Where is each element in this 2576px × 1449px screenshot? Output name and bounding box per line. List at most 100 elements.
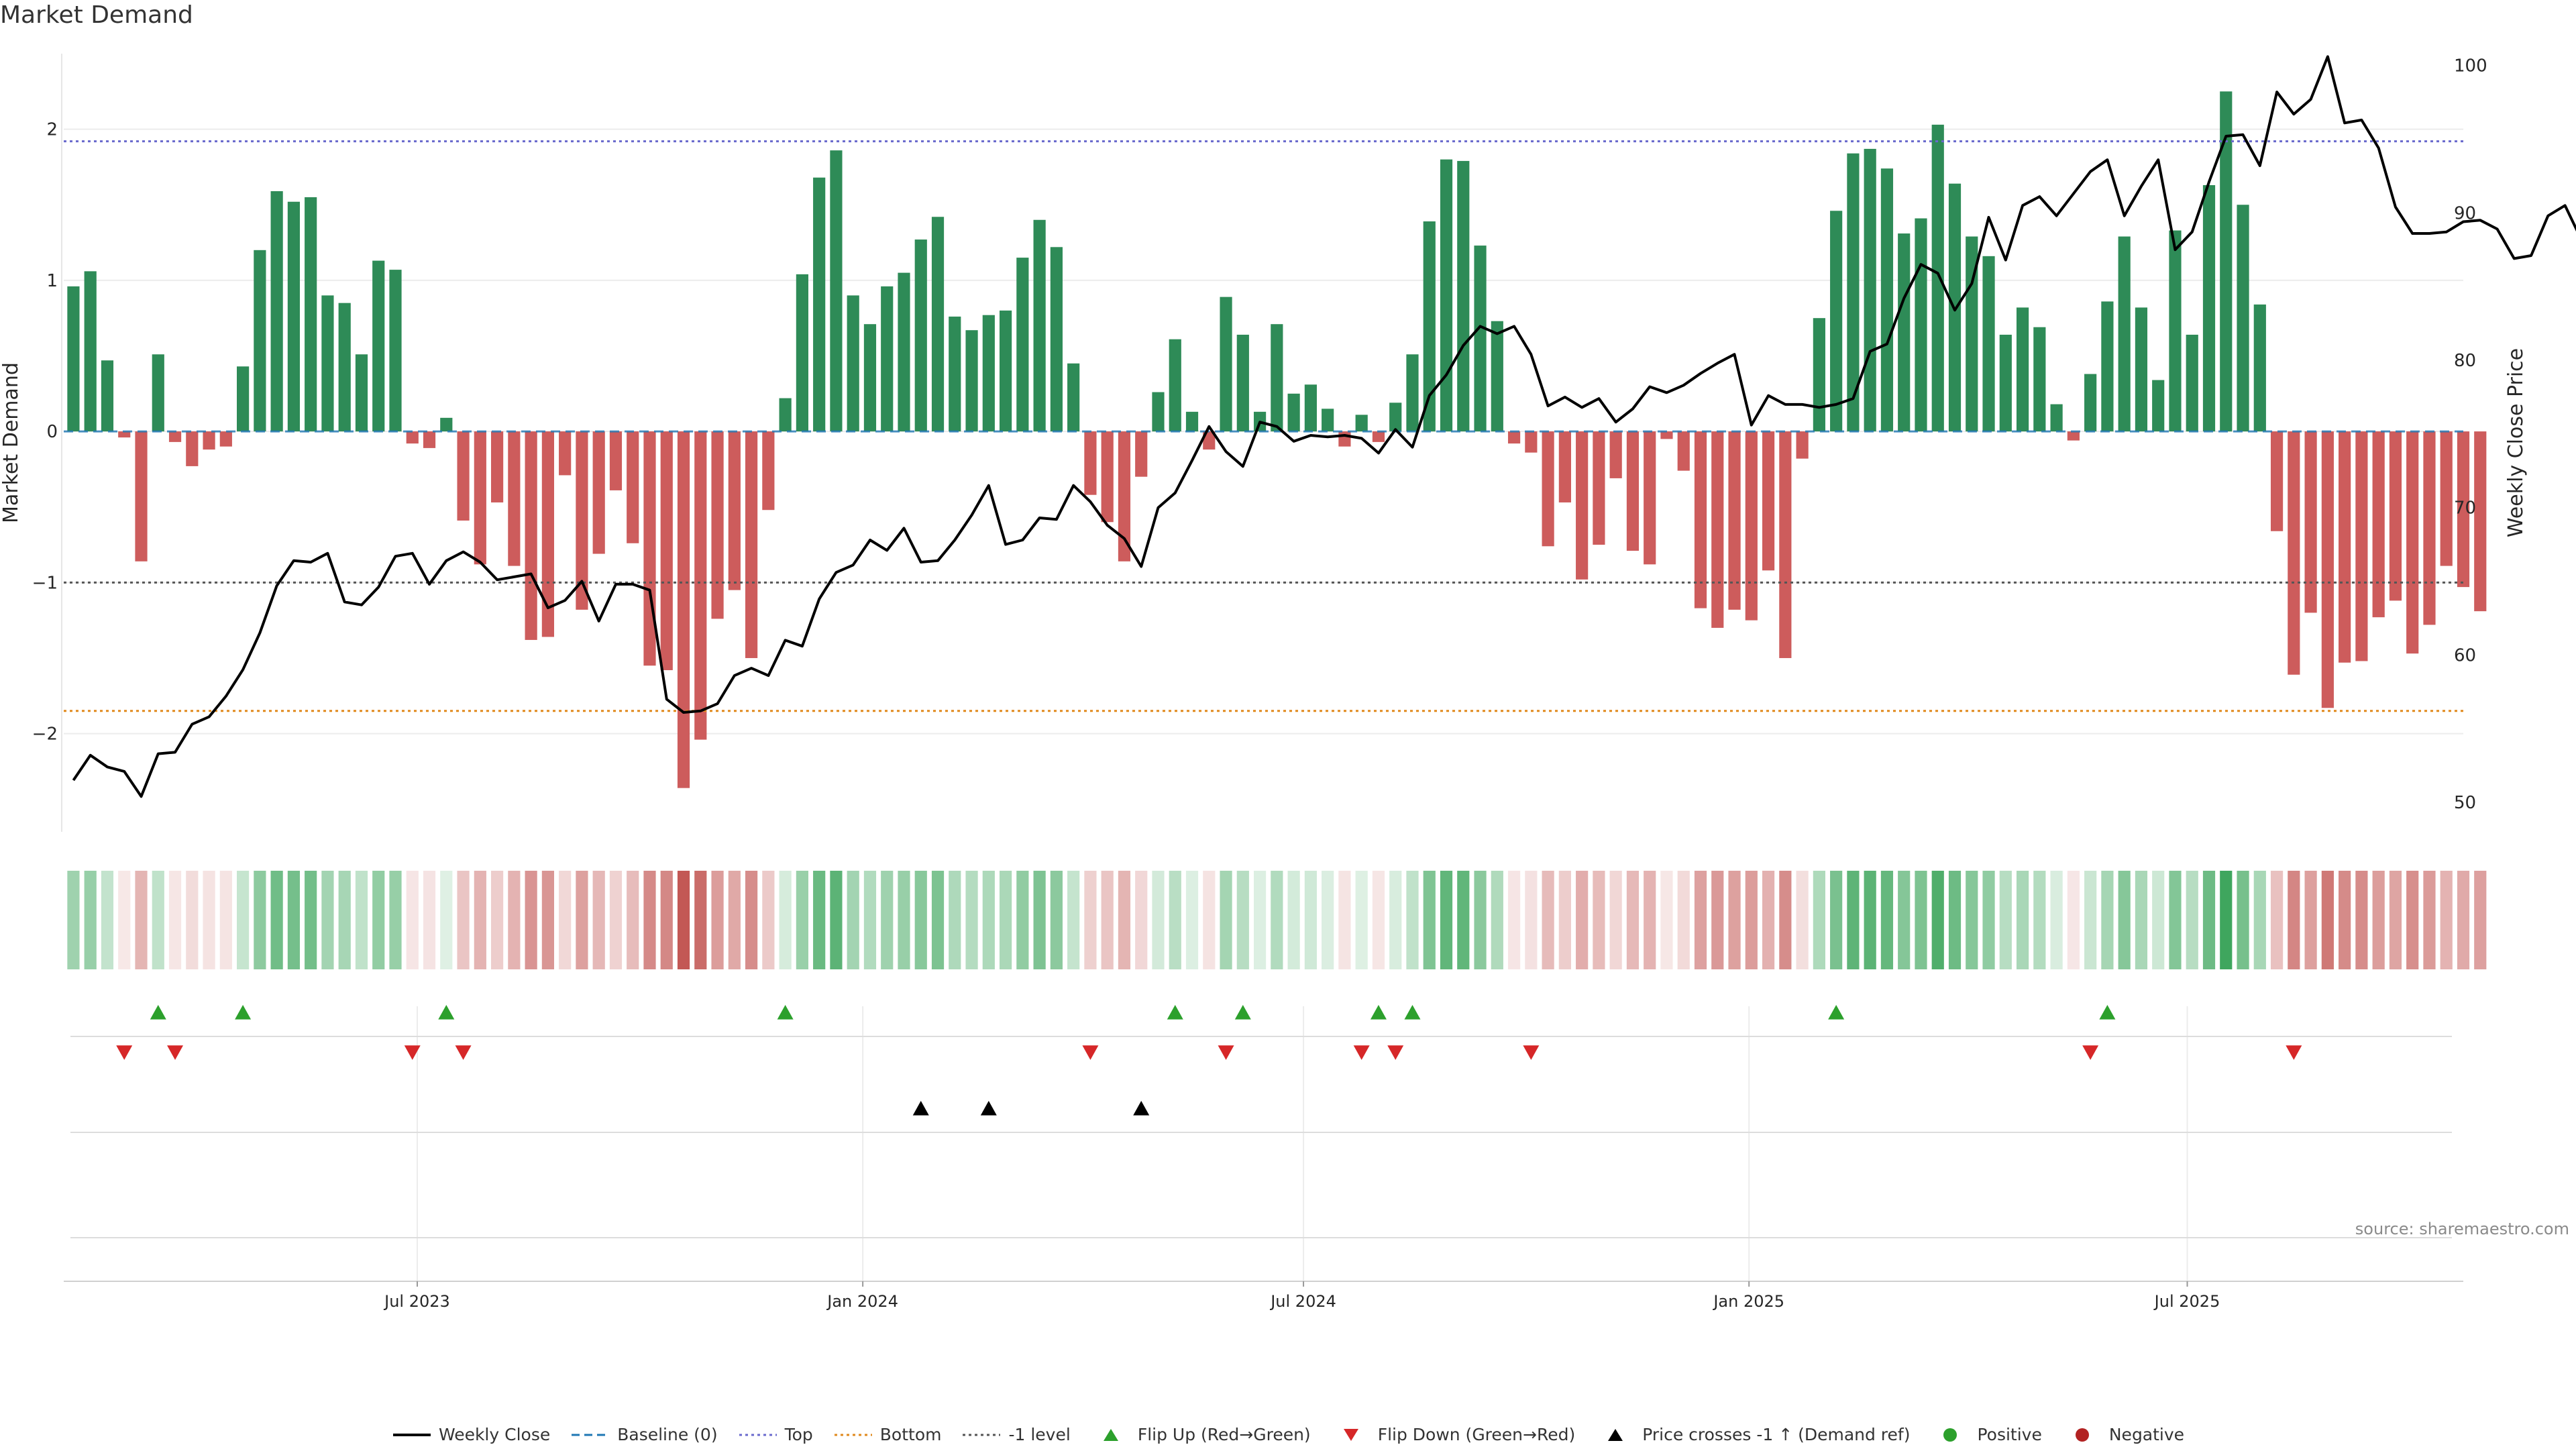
demand-bar xyxy=(2304,431,2317,613)
demand-bar xyxy=(287,201,300,432)
heat-cell xyxy=(525,871,537,969)
y-tick-label: 2 xyxy=(46,120,58,140)
heat-cell xyxy=(881,871,894,969)
price-cross-marker xyxy=(912,1101,929,1116)
heat-cell xyxy=(2474,871,2487,969)
heat-cell xyxy=(1338,871,1351,969)
heat-cell xyxy=(1016,871,1029,969)
flip-down-marker xyxy=(1082,1045,1099,1060)
heat-cell xyxy=(1931,871,1944,969)
demand-bar xyxy=(1203,431,1216,450)
heat-cell xyxy=(1677,871,1690,969)
demand-bar xyxy=(1389,402,1402,432)
heat-cell xyxy=(101,871,114,969)
legend-label: Baseline (0) xyxy=(617,1425,718,1444)
heat-cell xyxy=(237,871,250,969)
heat-cell xyxy=(1169,871,1181,969)
demand-bar xyxy=(118,431,131,438)
x-tick-label: Jul 2025 xyxy=(2153,1292,2220,1311)
demand-bar xyxy=(372,260,385,432)
heat-cell xyxy=(1644,871,1656,969)
demand-bar xyxy=(1728,431,1741,610)
demand-bar xyxy=(1338,431,1351,447)
flip-down-marker xyxy=(2082,1045,2099,1060)
demand-bar xyxy=(1016,258,1029,432)
heat-cell xyxy=(643,871,656,969)
x-tick-label: Jan 2025 xyxy=(1712,1292,1784,1311)
demand-bar xyxy=(321,295,334,432)
demand-bar xyxy=(67,286,80,432)
heat-cell xyxy=(863,871,877,969)
heat-cell xyxy=(728,871,741,969)
demand-bar xyxy=(1457,160,1470,432)
demand-bar xyxy=(1135,431,1148,477)
heat-cell xyxy=(2457,871,2470,969)
demand-bar xyxy=(1880,168,1894,432)
demand-bar xyxy=(1762,431,1775,571)
demand-bar xyxy=(677,431,690,788)
demand-bar xyxy=(2389,431,2402,601)
heat-cell xyxy=(1406,871,1419,969)
demand-bar xyxy=(1507,431,1521,444)
heat-cell xyxy=(541,871,554,969)
page-title: Market Demand xyxy=(0,1,193,29)
demand-bar xyxy=(1322,409,1334,432)
legend-symbol-top xyxy=(738,1426,778,1444)
heat-cell xyxy=(1423,871,1436,969)
demand-bar xyxy=(1525,431,1538,453)
demand-bar xyxy=(2067,431,2080,441)
heat-cell xyxy=(609,871,623,969)
demand-bar xyxy=(1236,334,1249,432)
demand-bar xyxy=(2084,374,2097,432)
y2-tick-label: 100 xyxy=(2454,56,2487,76)
x-tick-label: Jul 2023 xyxy=(383,1292,450,1311)
heat-cell xyxy=(389,871,402,969)
x-tick-label: Jan 2024 xyxy=(826,1292,898,1311)
demand-bar xyxy=(1287,393,1300,432)
demand-bar xyxy=(1711,431,1724,628)
demand-bar xyxy=(457,431,470,521)
demand-bar xyxy=(2186,334,2198,432)
demand-bar xyxy=(2202,184,2216,432)
demand-bar xyxy=(643,431,656,666)
demand-bar xyxy=(1440,159,1453,432)
demand-bar xyxy=(2050,404,2063,432)
x-tick-label: Jul 2024 xyxy=(1269,1292,1336,1311)
heat-cell xyxy=(67,871,80,969)
heat-cell xyxy=(2135,871,2148,969)
heat-cell xyxy=(677,871,690,969)
heat-cell xyxy=(1593,871,1605,969)
demand-bar xyxy=(1118,431,1131,561)
demand-bar xyxy=(338,303,351,432)
heat-cell xyxy=(2050,871,2063,969)
heat-cell xyxy=(423,871,436,969)
heat-cell xyxy=(2321,871,2334,969)
heat-cell xyxy=(576,871,588,969)
demand-bar xyxy=(1220,297,1232,432)
flip-down-marker xyxy=(2286,1045,2302,1060)
flip-up-marker xyxy=(1404,1005,1421,1020)
axes: −2 −1 0 1 2 50 60 70 80 90 100 Jul 2023 Jan 2024 Jul … xyxy=(0,54,2528,1311)
demand-bar xyxy=(2237,205,2249,432)
heat-cell xyxy=(1084,871,1097,969)
heat-cell xyxy=(457,871,470,969)
demand-bar xyxy=(1593,431,1605,545)
demand-bar xyxy=(1745,431,1758,621)
heat-cell xyxy=(1830,871,1843,969)
heat-cell xyxy=(2101,871,2114,969)
demand-bar xyxy=(186,431,199,466)
flip-up-marker xyxy=(438,1005,455,1020)
heat-cell xyxy=(2016,871,2029,969)
heat-cell xyxy=(762,871,775,969)
heat-cell xyxy=(1728,871,1741,969)
demand-bar xyxy=(576,431,588,610)
demand-bar xyxy=(1847,153,1860,432)
heat-cell xyxy=(152,871,164,969)
legend-item-positive_dot: Positive xyxy=(1930,1425,2042,1444)
demand-bar xyxy=(1067,363,1080,432)
heat-cell xyxy=(627,871,639,969)
demand-bar xyxy=(931,217,945,432)
heat-cell xyxy=(1152,871,1165,969)
price-line-group xyxy=(72,55,2576,798)
price-line xyxy=(72,55,2576,798)
